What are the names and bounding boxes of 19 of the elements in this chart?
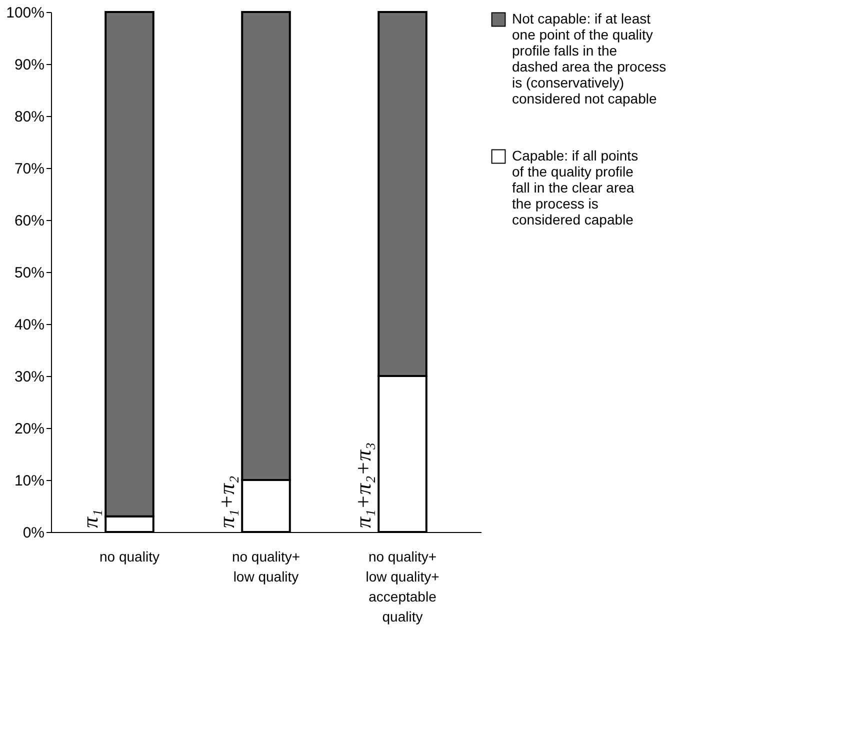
x-tick-label: no quality [100, 548, 160, 564]
legend-label: Not capable: if at least one point of the quality profile falls in the dashed area the process is (conservatively) considered not capable [512, 10, 666, 106]
annotation: π₁ [78, 509, 103, 528]
x-tick-label: no quality+ low quality+ acceptable quality [366, 548, 440, 624]
y-tick-label: 50% [14, 264, 44, 282]
legend-label: Capable: if all points of the quality profile fall in the clear area the process is considered capable [512, 148, 638, 228]
y-tick-label: 90% [14, 56, 44, 74]
y-tick-label: 40% [14, 316, 44, 334]
y-tick-label: 80% [14, 108, 44, 126]
x-tick-label: no quality+ low quality [232, 548, 300, 584]
annotation: π₁+π₂ [214, 475, 240, 528]
y-tick-label: 10% [14, 472, 44, 490]
y-tick-label: 0% [22, 524, 44, 542]
y-tick-label: 60% [14, 212, 44, 230]
y-tick-label: 70% [14, 160, 44, 178]
y-tick-label: 20% [14, 420, 44, 438]
y-tick-label: 30% [14, 368, 44, 386]
y-tick-label: 100% [6, 4, 44, 22]
annotation: π₁+π₂+π₃ [350, 442, 376, 528]
